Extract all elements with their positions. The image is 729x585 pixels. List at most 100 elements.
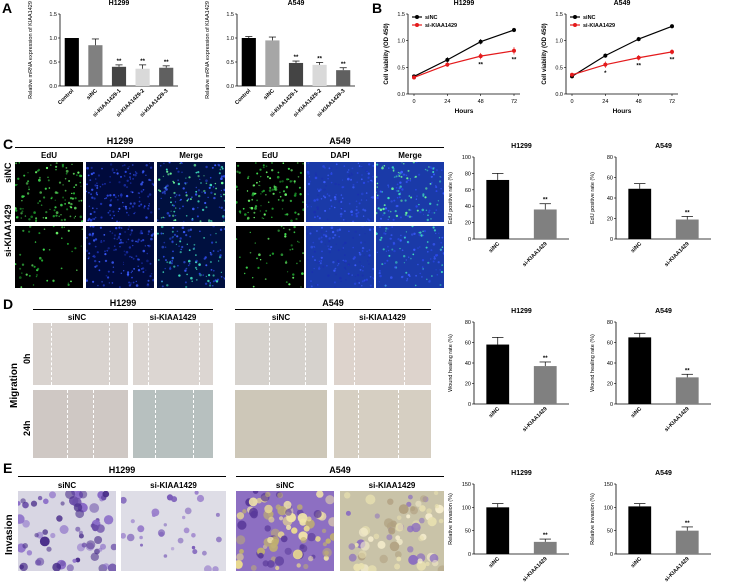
c-a549-dapi-label: DAPI bbox=[330, 151, 350, 160]
y-tick-label: 20 bbox=[465, 382, 471, 388]
significance-label: ** bbox=[543, 533, 548, 539]
d-a549-si-0h-image bbox=[334, 323, 431, 385]
x-tick-label: siNC bbox=[488, 406, 501, 419]
y-tick-label: 1.5 bbox=[49, 12, 57, 18]
d-h1299-sinc-0h-image bbox=[33, 323, 128, 385]
x-tick-label: si-KIAA1429 bbox=[664, 241, 691, 268]
x-tick-label: siNC bbox=[630, 556, 643, 569]
chart-title: H1299 bbox=[511, 470, 532, 477]
x-tick-label: si-KIAA1429 bbox=[664, 406, 691, 433]
significance-label: ** bbox=[317, 56, 322, 62]
x-axis-label: Hours bbox=[613, 108, 632, 115]
e-h1299-si-label: si-KIAA1429 bbox=[150, 481, 197, 490]
bar bbox=[88, 45, 103, 86]
significance-label: ** bbox=[636, 63, 641, 69]
chart-title: A549 bbox=[655, 143, 672, 150]
y-tick-label: 80 bbox=[465, 320, 471, 326]
d-h1299-si-label: si-KIAA1429 bbox=[149, 313, 197, 322]
bar bbox=[336, 70, 351, 86]
y-tick-label: 1.0 bbox=[397, 39, 405, 45]
d-h1299-si-24h-image bbox=[133, 390, 213, 458]
data-point bbox=[603, 62, 608, 67]
c-h1299-title: H1299 bbox=[106, 136, 134, 146]
data-point bbox=[478, 54, 483, 59]
y-tick-label: 1.5 bbox=[555, 12, 563, 18]
y-axis-label: Relative mRNA expression of KIAA1429 bbox=[205, 1, 211, 99]
bar bbox=[64, 38, 79, 86]
y-tick-label: 1.0 bbox=[555, 39, 563, 45]
x-tick-label: 48 bbox=[478, 99, 484, 105]
bar bbox=[533, 366, 557, 404]
y-tick-label: 0.5 bbox=[397, 65, 405, 71]
y-axis-label: EdU positive rate (%) bbox=[448, 172, 454, 224]
significance-label: ** bbox=[164, 60, 169, 66]
c-a549-title: A549 bbox=[329, 136, 351, 146]
panel-label-d: D bbox=[3, 296, 14, 312]
d-a549-si-label: si-KIAA1429 bbox=[359, 313, 406, 322]
y-tick-label: 0 bbox=[468, 402, 471, 408]
y-tick-label: 80 bbox=[465, 171, 471, 177]
y-tick-label: 40 bbox=[607, 361, 613, 367]
x-tick-label: Control bbox=[57, 88, 75, 106]
d-a549-sinc-label: siNC bbox=[271, 313, 291, 322]
bar bbox=[628, 188, 652, 239]
legend-marker bbox=[415, 23, 419, 27]
bar bbox=[675, 530, 699, 554]
y-tick-label: 1.5 bbox=[397, 12, 405, 18]
y-tick-label: 1.5 bbox=[226, 12, 234, 18]
e-a549-si-label: si-KIAA1429 bbox=[368, 481, 416, 490]
x-tick-label: 24 bbox=[602, 99, 608, 105]
c-h1299-edu-label: EdU bbox=[41, 151, 57, 160]
y-axis-label: EdU positive rate (%) bbox=[590, 172, 596, 224]
significance-label: ** bbox=[512, 58, 517, 64]
data-point bbox=[512, 28, 516, 32]
chart-title: H1299 bbox=[511, 308, 532, 315]
c-row-label-sinc: siNC bbox=[3, 162, 13, 183]
d-h1299-si-0h-image bbox=[133, 323, 213, 385]
data-point bbox=[670, 24, 674, 29]
data-point bbox=[512, 48, 516, 53]
e-h1299-sinc-label: siNC bbox=[57, 481, 77, 490]
data-point bbox=[445, 57, 450, 62]
bar bbox=[288, 62, 304, 86]
x-tick-label: si-KIAA1429 bbox=[522, 556, 549, 583]
x-tick-label: 48 bbox=[636, 99, 642, 105]
y-axis-label: Wound healing rate (%) bbox=[590, 334, 596, 392]
significance-label: ** bbox=[140, 59, 145, 65]
y-tick-label: 0.0 bbox=[226, 84, 234, 90]
x-tick-label: siNC bbox=[263, 88, 276, 101]
bar bbox=[265, 40, 280, 86]
y-tick-label: 60 bbox=[465, 341, 471, 347]
y-tick-label: 50 bbox=[465, 529, 471, 535]
significance-label: ** bbox=[478, 62, 483, 68]
chart-title: A549 bbox=[614, 0, 631, 7]
significance-label: ** bbox=[543, 198, 548, 204]
legend-marker bbox=[415, 15, 419, 19]
x-tick-label: siNC bbox=[488, 556, 501, 569]
bar bbox=[111, 66, 127, 86]
significance-label: ** bbox=[117, 59, 122, 65]
data-point bbox=[570, 72, 574, 77]
y-axis-label: Relative invasion (%) bbox=[448, 493, 454, 545]
chart-e-a549: A549 0 50 100 150 Relative invasion (%) siNC **… bbox=[590, 470, 711, 583]
significance-label: ** bbox=[294, 55, 299, 61]
legend-label: siNC bbox=[583, 15, 596, 21]
x-tick-label: 72 bbox=[669, 99, 675, 105]
chart-b-h1299: H1299 0.0 0.5 1.0 1.5 0 24 48 72 Hours Cell viabil… bbox=[384, 0, 520, 115]
chart-b-a549: A549 0.0 0.5 1.0 1.5 0 24 48 72 Hours Cell viabili… bbox=[542, 0, 678, 115]
series-line bbox=[413, 29, 515, 77]
bar bbox=[159, 67, 174, 86]
significance-label: ** bbox=[685, 368, 690, 374]
e-a549-sinc-label: siNC bbox=[275, 481, 295, 490]
data-point bbox=[478, 39, 483, 44]
significance-label: ** bbox=[685, 521, 690, 527]
legend-marker bbox=[573, 23, 577, 27]
e-a549-sinc-image bbox=[236, 491, 334, 571]
y-tick-label: 0 bbox=[610, 552, 613, 558]
x-tick-label: Control bbox=[234, 88, 252, 106]
chart-d-h1299: H1299 0 20 40 60 80 Wound healing rate (%) siNC… bbox=[448, 308, 569, 433]
d-migration-label: Migration bbox=[9, 363, 20, 408]
significance-label: ** bbox=[670, 58, 675, 64]
y-tick-label: 80 bbox=[607, 320, 613, 326]
panel-label-e: E bbox=[3, 460, 13, 476]
